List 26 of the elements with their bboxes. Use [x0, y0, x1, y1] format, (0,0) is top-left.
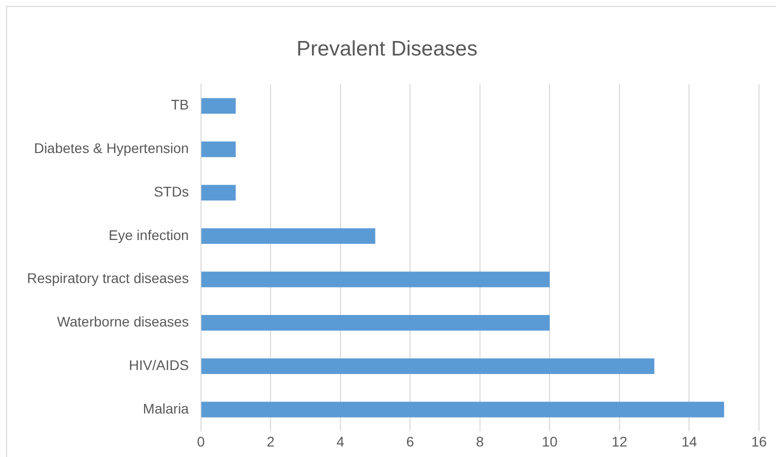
x-tick-label: 16	[751, 433, 767, 450]
x-tick-label: 10	[542, 433, 558, 450]
y-tick-label: Waterborne diseases	[57, 314, 189, 330]
y-tick-label: Diabetes & Hypertension	[34, 140, 189, 156]
y-tick-label: Eye infection	[108, 226, 189, 243]
bar	[201, 228, 376, 244]
bar	[201, 402, 724, 418]
y-tick-label: Malaria	[142, 400, 190, 416]
bar	[201, 141, 236, 158]
x-tick-label: 14	[681, 433, 698, 450]
bar	[201, 358, 654, 374]
bar	[201, 98, 236, 114]
bar	[201, 272, 550, 288]
x-tick-label: 6	[406, 433, 414, 450]
y-tick-label: Respiratory tract diseases	[26, 270, 189, 286]
x-tick-label: 4	[336, 433, 344, 450]
bar	[201, 184, 236, 200]
chart-title: Prevalent Diseases	[296, 37, 478, 60]
bar	[201, 314, 550, 331]
x-tick-label: 8	[476, 433, 484, 450]
x-tick-label: 0	[196, 433, 205, 450]
y-tick-label: HIV/AIDS	[128, 356, 189, 373]
x-tick-label: 12	[612, 433, 628, 450]
y-tick-label: TB	[170, 96, 189, 113]
y-tick-label: STDs	[154, 183, 189, 200]
x-tick-label: 2	[266, 433, 275, 450]
